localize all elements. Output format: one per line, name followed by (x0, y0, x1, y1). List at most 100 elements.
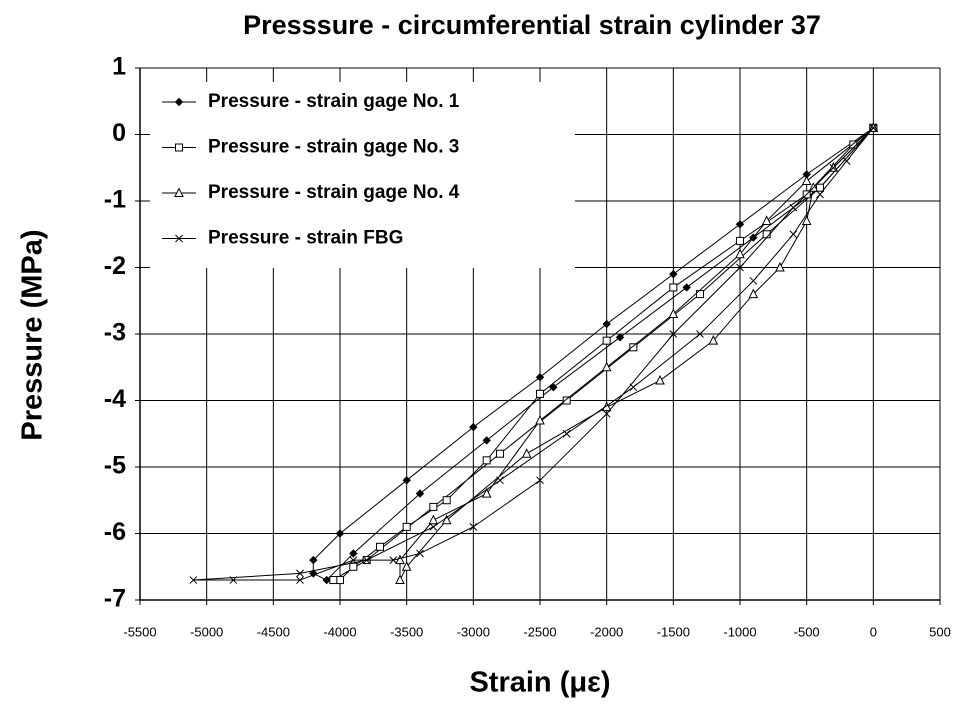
marker (481, 487, 492, 498)
marker (789, 230, 798, 239)
marker (629, 383, 638, 392)
marker (469, 422, 478, 432)
x-tick-label: -2500 (523, 624, 556, 639)
marker (329, 576, 338, 585)
x-tick-label: -1500 (657, 624, 690, 639)
marker (376, 542, 384, 551)
marker (601, 361, 612, 372)
marker (735, 220, 745, 229)
legend-box (150, 82, 575, 268)
marker (749, 276, 758, 285)
legend-label: Pressure - strain FBG (208, 228, 403, 249)
marker (655, 374, 665, 385)
marker (536, 476, 544, 485)
marker (336, 576, 344, 585)
legend-label: Pressure - strain gage No. 3 (208, 137, 459, 158)
marker (789, 203, 798, 212)
marker (669, 283, 678, 292)
marker (482, 456, 491, 465)
marker (842, 157, 851, 165)
marker (829, 163, 838, 172)
marker (536, 389, 544, 398)
marker (296, 569, 304, 578)
marker (736, 236, 744, 245)
x-tick-label: 500 (929, 624, 951, 639)
marker (189, 576, 198, 584)
marker (708, 335, 719, 345)
marker (629, 343, 638, 352)
marker (748, 288, 759, 299)
marker (175, 234, 183, 243)
marker (469, 522, 478, 531)
marker (602, 336, 611, 345)
marker (322, 575, 331, 585)
y-tick-label: -4 (104, 385, 126, 413)
x-tick-label: -500 (794, 624, 820, 639)
marker (309, 555, 318, 565)
marker (349, 549, 358, 558)
marker (816, 183, 824, 192)
marker (395, 554, 405, 565)
marker (401, 561, 412, 571)
x-tick-label: 0 (870, 624, 877, 639)
y-tick-label: -6 (104, 518, 126, 546)
marker (402, 476, 411, 485)
marker (535, 373, 545, 382)
marker (801, 175, 812, 186)
marker (309, 569, 318, 578)
marker (816, 190, 824, 199)
x-tick-label: -1000 (723, 624, 756, 639)
y-tick-label: -1 (104, 186, 126, 214)
marker (442, 496, 451, 505)
marker (549, 382, 558, 392)
marker (696, 330, 704, 338)
marker (416, 549, 424, 558)
x-tick-label: -2000 (590, 624, 623, 639)
x-tick-label: -4500 (257, 624, 290, 639)
x-tick-label: -5500 (123, 624, 156, 639)
marker (482, 436, 491, 445)
x-tick-label: -3500 (390, 624, 423, 639)
marker (669, 330, 678, 338)
legend-label: Pressure - strain gage No. 1 (208, 91, 460, 112)
marker (602, 409, 611, 418)
marker (429, 502, 438, 511)
marker (441, 514, 452, 525)
marker (602, 319, 611, 329)
y-tick-label: 0 (112, 119, 126, 147)
marker (362, 556, 371, 564)
marker (229, 576, 238, 584)
marker (428, 514, 439, 525)
y-tick-label: -2 (104, 252, 126, 280)
marker (496, 476, 504, 485)
y-tick-label: -3 (104, 319, 126, 347)
marker (521, 448, 532, 458)
marker (174, 97, 184, 107)
marker (174, 187, 184, 197)
marker (562, 429, 571, 438)
y-tick-label: -5 (104, 452, 126, 480)
marker (175, 143, 183, 152)
y-tick-label: 1 (112, 53, 126, 81)
marker (682, 283, 691, 292)
marker (402, 522, 411, 531)
marker (296, 576, 304, 584)
marker (496, 449, 504, 458)
marker (335, 529, 345, 538)
x-axis-label: Strain (με) (469, 667, 610, 699)
marker (389, 556, 398, 564)
marker (562, 396, 571, 405)
x-tick-label: -4000 (323, 624, 356, 639)
marker (395, 574, 405, 585)
marker (349, 556, 358, 564)
marker (668, 308, 679, 319)
marker (535, 414, 545, 425)
marker (775, 261, 785, 272)
marker (869, 123, 878, 132)
marker (735, 248, 745, 259)
series-line (193, 127, 874, 581)
legend-label: Pressure - strain gage No. 4 (208, 182, 460, 203)
y-axis-label: Pressure (MPa) (17, 229, 49, 440)
marker (669, 269, 678, 279)
